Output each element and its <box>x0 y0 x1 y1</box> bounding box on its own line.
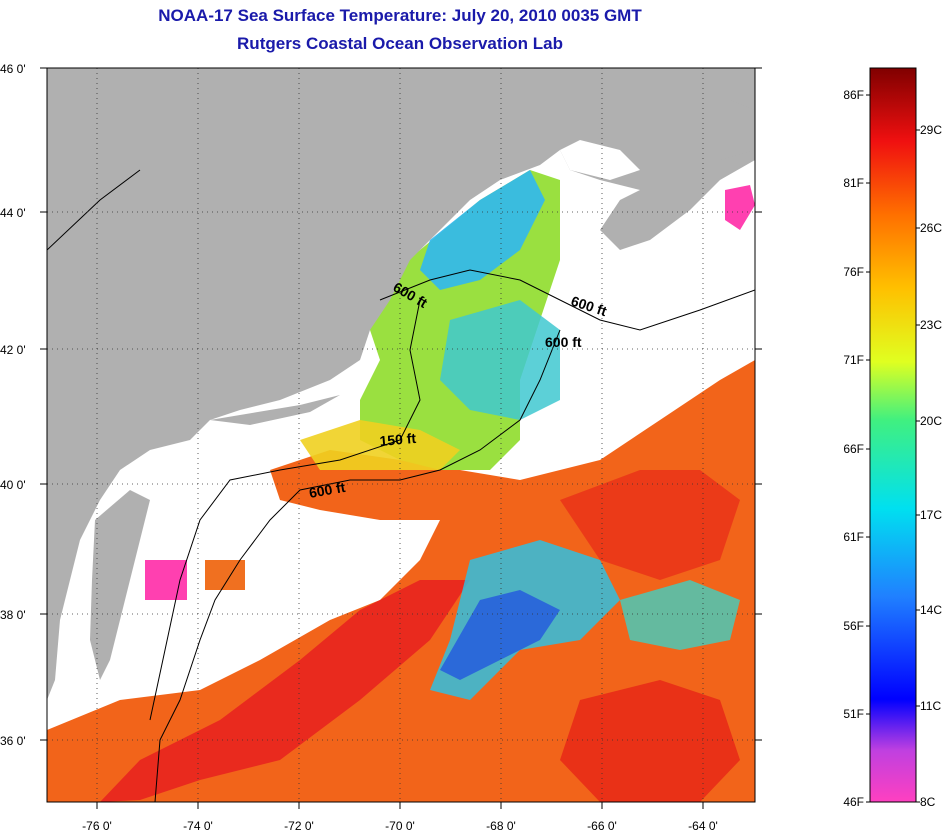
scale-label-51f: 51F <box>843 707 864 721</box>
gulf-stream-core <box>100 580 470 802</box>
shelf-yellow <box>300 420 460 470</box>
depth-contour-600ft <box>47 169 755 331</box>
scale-label-86f: 86F <box>843 88 864 102</box>
scale-label-26c: 26C <box>920 221 942 235</box>
land-us-mainland <box>47 68 560 700</box>
color-scale-bar <box>869 67 917 803</box>
scale-label-17c: 17C <box>920 508 942 522</box>
scale-label-81f: 81F <box>843 176 864 190</box>
scale-label-76f: 76F <box>843 265 864 279</box>
lon-label-66: -66 0' <box>587 819 617 833</box>
gulf-stream-warm-water <box>47 360 755 802</box>
warm-patch-nj <box>205 560 245 590</box>
land-cape-breton <box>690 100 755 160</box>
scale-label-71f: 71F <box>843 353 864 367</box>
scale-label-46f: 46F <box>843 795 864 809</box>
warm-patch-south-east <box>560 680 740 802</box>
colorbar-ticks <box>866 94 920 803</box>
lon-label-68: -68 0' <box>486 819 516 833</box>
depth-label-600ft-georges: 600 ft <box>545 334 582 350</box>
map-title: NOAA-17 Sea Surface Temperature: July 20… <box>158 6 642 25</box>
scale-label-8c: 8C <box>920 795 936 809</box>
georges-bank-cool <box>440 300 560 420</box>
scale-label-11c: 11C <box>920 699 941 713</box>
lon-label-72: -72 0' <box>284 819 314 833</box>
scale-label-56f: 56F <box>843 619 864 633</box>
scale-label-14c: 14C <box>920 603 942 617</box>
scale-label-66f: 66F <box>843 442 864 456</box>
graticule <box>47 68 755 802</box>
lon-label-70: -70 0' <box>385 819 415 833</box>
pink-patch-delaware <box>145 560 187 600</box>
lon-label-64: -64 0' <box>688 819 718 833</box>
scale-label-23c: 23C <box>920 318 942 332</box>
lon-label-76: -76 0' <box>82 819 112 833</box>
lat-label-38: 38 0' <box>0 608 26 622</box>
lat-label-36: 36 0' <box>0 734 26 748</box>
lat-label-44: 44 0' <box>0 206 26 220</box>
land-delmarva <box>90 490 150 680</box>
depth-label-600ft-south: 600 ft <box>308 479 347 501</box>
map-frame <box>46 67 756 803</box>
gulf-of-maine-cold <box>420 170 545 290</box>
scale-label-61f: 61F <box>843 530 864 544</box>
lat-label-42: 42 0' <box>0 343 26 357</box>
land-long-island <box>210 395 340 425</box>
axis-ticks <box>40 67 762 809</box>
pink-patch-ne <box>725 185 755 230</box>
map-raster <box>47 68 755 802</box>
depth-contour-150ft <box>149 299 421 721</box>
depth-contour-shelf <box>154 329 561 802</box>
scale-label-29c: 29C <box>920 123 942 137</box>
cold-streamer <box>440 590 560 680</box>
bay-of-fundy-water <box>560 140 640 180</box>
lon-label-74: -74 0' <box>183 819 213 833</box>
warm-eddy-east <box>560 470 740 580</box>
map-subtitle: Rutgers Coastal Ocean Observation Lab <box>237 34 563 53</box>
lat-label-40: 40 0' <box>0 478 26 492</box>
depth-label-150ft: 150 ft <box>379 430 417 449</box>
lat-label-46: 46 0' <box>0 62 26 76</box>
cool-patch-east <box>620 580 740 650</box>
scale-label-20c: 20C <box>920 414 942 428</box>
